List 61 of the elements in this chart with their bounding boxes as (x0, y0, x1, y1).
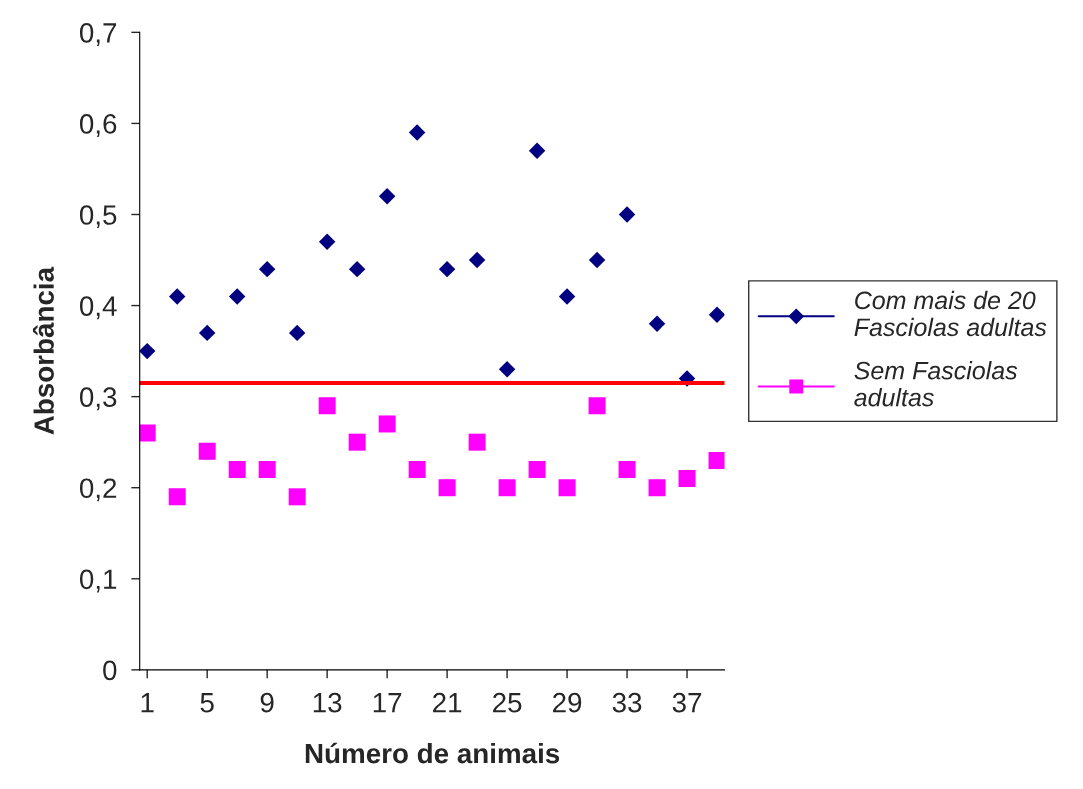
point (258, 460, 276, 479)
point (678, 470, 696, 488)
point (258, 260, 276, 278)
x-tick-label: 37 (672, 692, 702, 713)
point (468, 251, 486, 269)
y-tick-label: 0,3 (79, 387, 117, 411)
y-axis-title: Absorbância (32, 266, 54, 435)
point (528, 460, 546, 479)
point (318, 233, 336, 251)
point (288, 488, 306, 506)
point (708, 451, 725, 469)
x-tick-label: 21 (433, 692, 462, 713)
x-tick-label: 17 (373, 693, 402, 713)
x-tick-label: 25 (493, 692, 522, 713)
x-tick-label: 9 (260, 692, 274, 713)
point (168, 488, 186, 506)
x-tick-label: 5 (200, 693, 214, 713)
y-tick-label: 0,4 (79, 296, 117, 320)
point (228, 288, 246, 305)
point (438, 260, 456, 278)
point (139, 342, 156, 360)
y-tick-label: 0,5 (79, 205, 117, 229)
point (708, 306, 725, 323)
point (348, 260, 366, 278)
point (558, 288, 576, 305)
y-tick-label: 0 (103, 660, 117, 681)
point (378, 188, 396, 205)
point (648, 315, 666, 332)
y-tick-label: 0,7 (79, 23, 117, 46)
y-tick-label: 0,1 (79, 569, 117, 593)
point (288, 324, 306, 342)
point (408, 124, 426, 141)
x-axis-title: Número de animais (305, 742, 560, 764)
y-tick-label: 0,6 (79, 114, 117, 138)
point (438, 479, 456, 497)
point (318, 397, 336, 415)
point (618, 460, 636, 479)
point (558, 479, 576, 497)
x-tick-label: 1 (141, 693, 154, 713)
point (498, 361, 516, 378)
point (168, 288, 186, 305)
point (468, 433, 486, 451)
point (498, 479, 516, 497)
point (378, 415, 396, 433)
point (618, 206, 636, 223)
point (139, 424, 156, 442)
point (348, 433, 366, 451)
point (588, 251, 606, 269)
point (408, 460, 426, 479)
legend-label: Com mais de 20 Fasciolas adultas (854, 290, 1047, 337)
point (528, 142, 546, 159)
point (198, 442, 216, 460)
legend-label: Sem Fasciolas adultas (854, 361, 1018, 407)
y-tick-label: 0,2 (79, 478, 117, 502)
point (648, 479, 666, 497)
point (228, 460, 246, 479)
x-tick-label: 33 (612, 692, 642, 713)
x-tick-label: 29 (553, 692, 582, 713)
point (198, 324, 216, 342)
x-tick-label: 13 (313, 692, 342, 713)
point (588, 397, 606, 415)
